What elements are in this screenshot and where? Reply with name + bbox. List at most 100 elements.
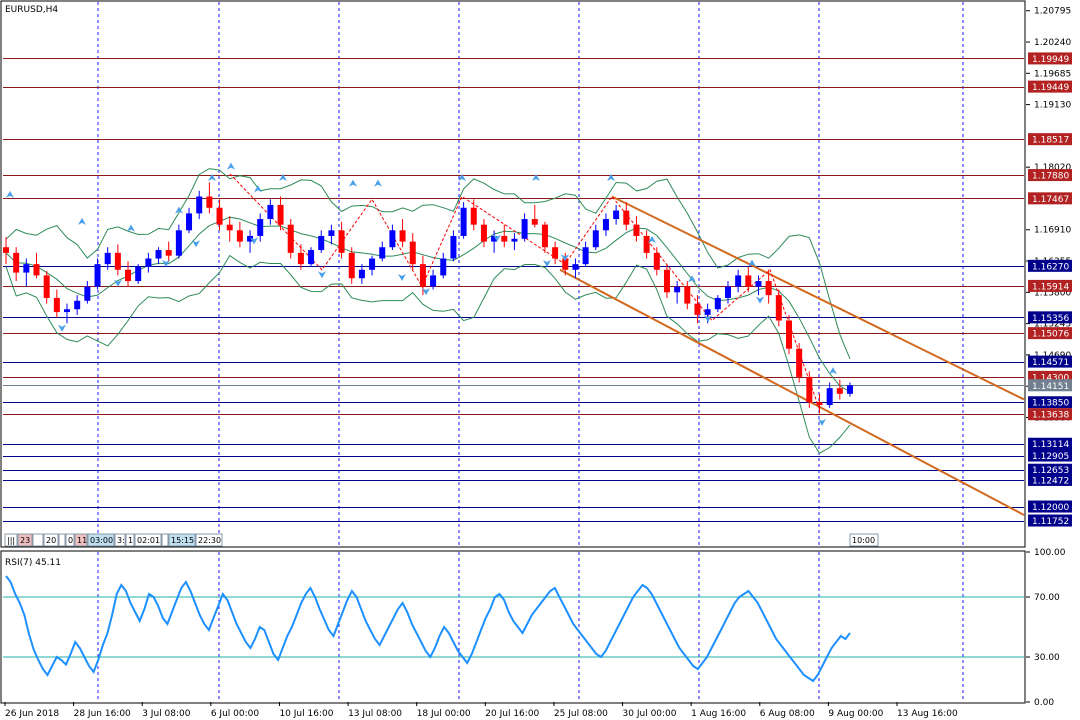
candle-body [521,219,528,239]
session-cell [161,533,169,547]
price-panel[interactable] [0,0,1026,548]
price-level-tag [1028,463,1072,476]
candle-body [267,204,274,220]
price-tick-label: 1.20795 [1034,7,1071,17]
price-level-tag-label: 1.12905 [1032,452,1069,462]
price-level-tag-label: 1.19949 [1032,55,1069,65]
current-time-box [849,533,879,547]
zigzag-lines [229,173,821,411]
session-cell-label: 3: [117,536,125,545]
fractal-down-icon [543,259,551,267]
candle-body [816,402,823,406]
fractal-down-icon [250,237,258,245]
fractal-up-icon [532,173,540,181]
fractal-up-icon [175,206,183,214]
candle-body [592,230,599,248]
time-tick-label: 28 Jun 16:00 [74,709,131,719]
price-level-tag-label: 1.15356 [1032,314,1069,324]
candle-body [94,264,101,287]
fractal-up-icon [208,173,216,181]
candle-body [226,224,233,231]
candle-body [155,250,162,259]
session-cell [125,533,135,547]
time-tick-label: 10 Jul 16:00 [279,709,333,719]
candle-body [236,230,243,242]
candle-body [348,252,355,279]
session-cell [114,533,126,547]
price-level-tag-label: 1.13638 [1032,411,1069,421]
fractal-down-icon [818,418,826,426]
time-tick-label: 30 Jul 00:00 [623,709,677,719]
session-cell-label: 22:30 [198,536,221,545]
candle-body [826,388,833,406]
fractal-down-icon [162,259,170,267]
candle-body [23,264,30,273]
price-tick-label: 1.19130 [1034,101,1071,111]
price-level-tag [1028,500,1072,513]
fractal-up-icon [349,179,357,187]
bollinger-band-line [5,168,851,360]
candle-body [165,250,172,256]
candle-body [297,252,304,265]
candle-body [257,219,264,236]
candle-body [186,213,193,231]
candle-body [430,275,437,287]
bollinger-band-line [5,254,851,454]
session-cell-label: 1 [128,536,133,545]
candle-body [643,235,650,253]
candle-body [3,247,9,253]
rsi-panel[interactable] [0,550,1026,704]
fractal-up-icon [254,185,262,193]
candle-body [308,250,315,265]
channel-upper-line [611,195,1025,401]
channel-lower-line [559,268,1025,516]
candle-body [704,309,711,315]
time-axis: 26 Jun 2018 28 Jun 16:00 3 Jul 08:00 6 Jul … [4,702,958,719]
candle-body [541,224,548,248]
fractal-up-icon [688,275,696,283]
candle-body [796,348,803,377]
price-tick-label: 1.16910 [1034,226,1071,236]
fractal-up-icon [829,367,837,375]
price-level-tag-label: 1.14571 [1032,358,1069,368]
fractal-up-icon [607,173,615,181]
session-cell [4,533,18,547]
time-tick-label: 9 Aug 00:00 [828,709,883,719]
candle-body [43,275,50,298]
price-level-tag-label: 1.13850 [1032,399,1069,409]
candle-body [64,309,71,313]
candle-body [33,264,40,276]
price-level-tag [1028,327,1072,340]
price-level-tag [1028,437,1072,450]
candle-body [206,196,213,208]
candle-body [745,275,752,287]
session-cell [168,533,196,547]
candle-body [53,297,60,313]
candle-body [389,230,396,248]
session-cell-label: 20 [46,536,56,545]
fractal-up-icon [127,224,135,232]
candle-body [287,224,294,253]
candle-body [755,281,762,287]
candle-body [480,224,487,242]
price-level-tag-label: 1.12000 [1032,503,1069,513]
session-bar[interactable]: ||| 23 20 0 11 03:00 3: 1 02:01 15:15 22:30 10:00 [4,533,879,547]
session-cell-label: 11 [77,536,87,545]
price-level-tag [1028,514,1072,527]
candle-body [511,238,518,242]
candle-body [216,207,223,225]
fractal-markers [6,162,837,426]
candle-body [328,230,335,236]
candle-body [724,286,731,298]
time-tick-label: 18 Jul 00:00 [417,709,471,719]
regression-channel[interactable] [559,195,1025,516]
price-level-tag-label: 1.17880 [1032,172,1069,182]
price-tick-label: 1.15245 [1034,320,1071,330]
candle-body [419,264,426,287]
price-level-tag-label: 1.15076 [1032,330,1069,340]
price-level-tag [1028,279,1072,292]
candle-body [572,264,579,270]
candlestick-series [3,182,853,414]
candle-body [84,286,91,301]
